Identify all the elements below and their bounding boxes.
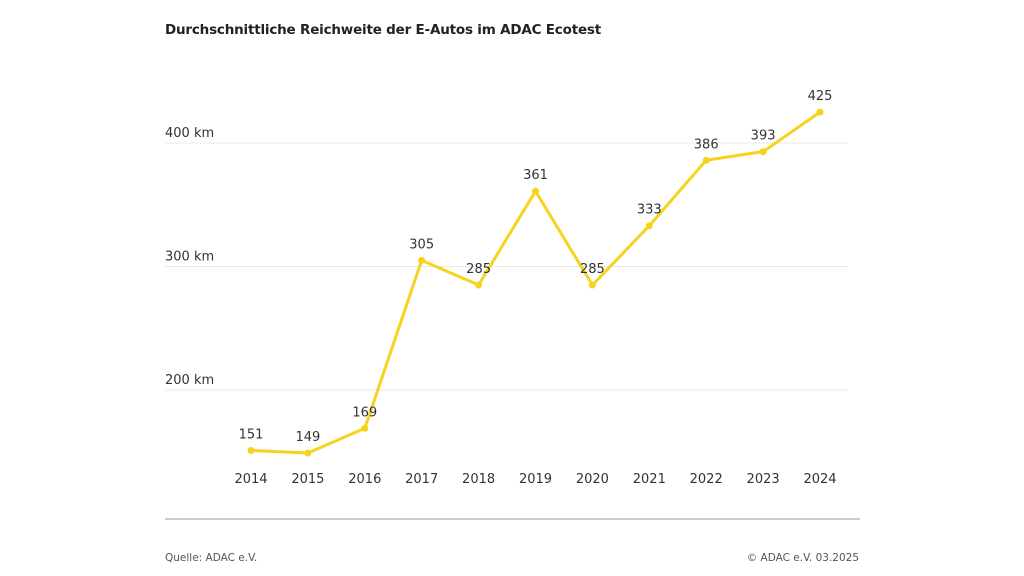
copyright-note: © ADAC e.V. 03.2025 [746,552,859,564]
series-line [250,110,821,455]
data-label: 169 [352,405,377,420]
bottom-divider [165,518,860,520]
data-label: 149 [295,430,320,445]
y-tick-label: 400 km [165,126,214,141]
data-label: 151 [239,428,264,443]
x-tick-label: 2016 [348,472,381,487]
data-label: 425 [808,89,833,104]
data-point [702,156,710,164]
x-tick-label: 2023 [747,472,780,487]
data-point [532,187,539,195]
data-label: 285 [466,262,491,277]
x-tick-label: 2022 [690,472,723,487]
y-tick-label: 300 km [165,250,214,265]
x-tick-label: 2020 [576,472,609,487]
data-label: 393 [751,129,776,144]
chart-title: Durchschnittliche Reichweite der E-Autos… [165,22,601,38]
x-tick-label: 2018 [462,472,495,487]
x-tick-label: 2024 [803,472,836,487]
data-point [759,148,767,156]
x-tick-label: 2021 [633,472,666,487]
x-tick-label: 2014 [234,472,267,487]
data-point [304,449,312,457]
data-point [588,281,596,289]
data-label: 305 [409,237,434,252]
x-tick-label: 2017 [405,472,438,487]
data-label: 333 [637,203,662,218]
data-label: 285 [580,262,605,277]
data-point [361,424,369,432]
y-tick-label: 200 km [165,373,214,388]
x-tick-label: 2019 [519,472,552,487]
source-note: Quelle: ADAC e.V. [165,552,258,564]
data-point [247,447,255,455]
data-point [475,281,483,289]
data-label: 386 [694,137,719,152]
data-label: 361 [523,168,548,183]
data-point [418,256,426,264]
data-point [816,108,824,116]
x-tick-label: 2015 [291,472,324,487]
data-point [645,222,653,230]
